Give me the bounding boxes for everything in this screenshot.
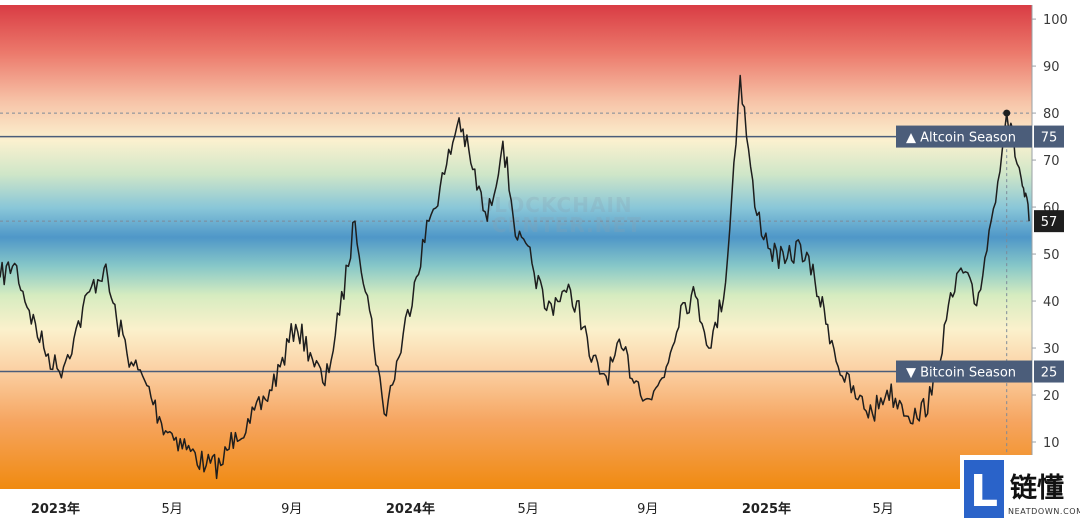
y-tick-label: 20 bbox=[1043, 389, 1060, 404]
x-axis-ticks: 2023年 5月 9月 2024年 5月 9月 2025年 5月 bbox=[31, 501, 894, 517]
background-gradient bbox=[0, 5, 1032, 489]
x-tick-label: 5月 bbox=[873, 502, 894, 517]
current-value-tag: 57 bbox=[1034, 210, 1064, 233]
peak-marker bbox=[1003, 109, 1011, 117]
reference-value-label: 75 bbox=[1041, 131, 1058, 146]
reference-value-box bbox=[1034, 125, 1064, 148]
reference-lines bbox=[0, 112, 1032, 489]
brand-logo: L 链懂 NEATDOWN.COM bbox=[960, 455, 1080, 524]
x-tick-label: 9月 bbox=[281, 502, 302, 517]
logo-title: 链懂 bbox=[1010, 472, 1064, 504]
y-tick-label: 30 bbox=[1043, 342, 1060, 357]
current-value-label: 57 bbox=[1041, 215, 1058, 230]
x-tick-label: 9月 bbox=[637, 502, 658, 517]
reference-tag-label: ▲ Altcoin Season bbox=[906, 131, 1016, 146]
reference-value-label: 25 bbox=[1041, 366, 1058, 381]
y-tick-label: 40 bbox=[1043, 295, 1060, 310]
y-tick-label: 90 bbox=[1043, 60, 1060, 75]
y-tick-label: 100 bbox=[1043, 13, 1068, 28]
x-tick-label: 5月 bbox=[162, 502, 183, 517]
x-tick-label: 5月 bbox=[518, 502, 539, 517]
watermark: BLOCKCHAIN CENTER.NET bbox=[478, 193, 642, 237]
reference-tag-box bbox=[896, 125, 1032, 148]
watermark-line2: CENTER.NET bbox=[492, 213, 642, 237]
series-line bbox=[0, 74, 1030, 480]
x-tick-label: 2023年 bbox=[31, 501, 80, 517]
reference-tag-0: ▲ Altcoin Season 75 bbox=[896, 125, 1064, 148]
current-value-box bbox=[1034, 210, 1064, 233]
value-tags: ▲ Altcoin Season 75 ▼ Bitcoin Season 25 57 bbox=[896, 125, 1064, 383]
reference-tag-box bbox=[896, 360, 1032, 383]
y-tick-label: 10 bbox=[1043, 436, 1060, 451]
y-tick-label: 70 bbox=[1043, 154, 1060, 169]
reference-tag-label: ▼ Bitcoin Season bbox=[906, 366, 1016, 381]
y-tick-label: 80 bbox=[1043, 107, 1060, 122]
logo-subtitle: NEATDOWN.COM bbox=[1008, 507, 1080, 516]
reference-tag-1: ▼ Bitcoin Season 25 bbox=[896, 360, 1064, 383]
logo-letter: L bbox=[970, 466, 998, 517]
reference-value-box bbox=[1034, 360, 1064, 383]
watermark-line1: BLOCKCHAIN bbox=[478, 193, 633, 217]
x-tick-label: 2025年 bbox=[742, 501, 791, 517]
y-tick-label: 50 bbox=[1043, 248, 1060, 263]
x-tick-label: 2024年 bbox=[386, 501, 435, 517]
logo-mark bbox=[964, 460, 1004, 518]
